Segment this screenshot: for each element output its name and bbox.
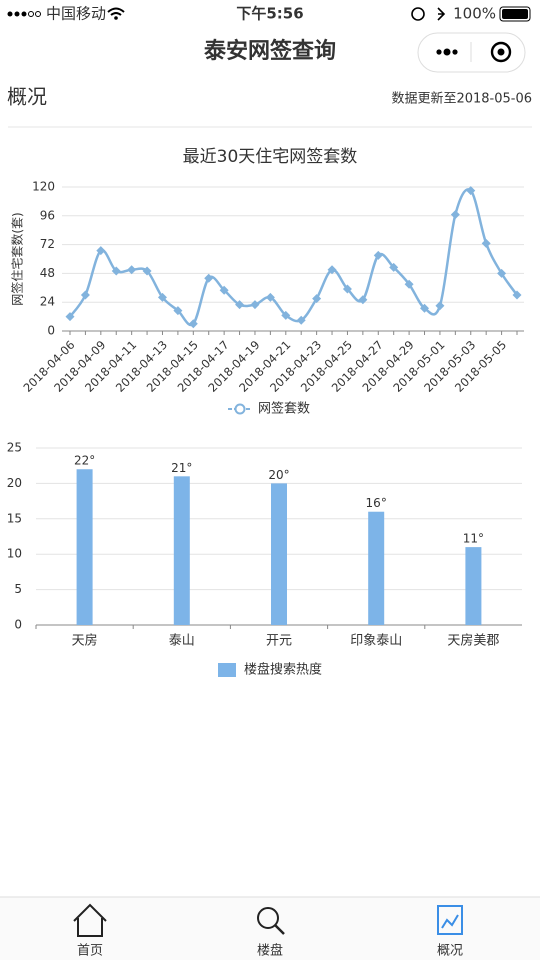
data-point [265, 292, 275, 302]
wifi-icon [107, 7, 125, 16]
location-icon [437, 7, 446, 21]
battery-text: 100% [453, 5, 496, 23]
tab-home[interactable]: 首页 [73, 903, 107, 959]
x-tick-label: 天房 [72, 633, 98, 649]
y-tick-label: 120 [32, 180, 55, 194]
close-ring[interactable] [490, 41, 512, 63]
tab-label[interactable]: 楼盘 [257, 943, 283, 959]
home-icon[interactable] [73, 903, 107, 937]
overview-icon[interactable] [437, 905, 463, 935]
x-tick-label: 开元 [266, 634, 292, 649]
y-tick-label: 25 [7, 441, 22, 455]
legend-label: 楼盘搜索热度 [244, 662, 322, 678]
section-title: 概况 [7, 85, 47, 109]
data-point [512, 290, 522, 300]
y-tick-label: 10 [7, 547, 22, 561]
data-point [188, 319, 198, 329]
data-point [450, 210, 460, 220]
data-point [127, 265, 137, 275]
overview-icon-line[interactable] [441, 914, 459, 929]
search-handle[interactable] [274, 924, 285, 935]
battery-level [502, 9, 528, 19]
wifi-dot [114, 16, 118, 20]
y-tick-label: 5 [14, 582, 22, 596]
y-tick-label: 20 [7, 476, 22, 490]
value-label: 16° [366, 496, 387, 510]
signal-icon [7, 11, 41, 17]
battery-frame [499, 6, 531, 22]
status-bar: 中国移动 下午5:56 100% [7, 5, 531, 23]
update-note: 数据更新至2018-05-06 [391, 91, 532, 107]
search-icon[interactable] [257, 907, 279, 929]
y-tick-label: 72 [40, 237, 55, 251]
bar [173, 476, 190, 625]
lock-icon [411, 7, 425, 21]
bar [465, 547, 482, 625]
y-tick-label: 48 [40, 266, 55, 280]
data-point [497, 268, 507, 278]
value-label: 22° [74, 454, 95, 468]
y-tick-label: 15 [7, 511, 22, 525]
data-point [235, 300, 245, 310]
close-dot[interactable] [497, 48, 505, 56]
value-label: 21° [171, 461, 192, 475]
carrier: 中国移动 [46, 5, 106, 23]
data-point [435, 301, 445, 311]
value-label: 11° [463, 532, 484, 546]
y-axis-label: 网签住宅套数(套) [10, 212, 25, 305]
bar [271, 483, 287, 625]
data-point [466, 186, 476, 196]
header-title: 泰安网签查询 [203, 38, 336, 64]
data-point [420, 303, 430, 313]
clock: 下午5:56 [236, 5, 303, 23]
data-point [281, 310, 291, 320]
y-tick-label: 0 [14, 618, 22, 632]
data-point [80, 290, 90, 300]
tab-bar: 首页 楼盘 概况 [0, 896, 540, 960]
data-point [312, 294, 322, 304]
x-tick-label: 泰山 [169, 634, 195, 649]
data-point [173, 306, 183, 316]
charts: 最近30天住宅网签套数网签住宅套数(套)0244872961202018-04-… [7, 147, 524, 678]
menu-dot[interactable] [436, 49, 442, 55]
legend-swatch-marker [234, 403, 246, 415]
data-point [296, 315, 306, 325]
data-point [404, 279, 414, 289]
x-tick-label: 印象泰山 [350, 634, 402, 649]
data-point [250, 300, 260, 310]
data-point [65, 312, 75, 322]
data-point [96, 246, 106, 256]
x-tick-label: 天房美郡 [447, 633, 499, 649]
data-point [389, 262, 399, 272]
chart-title: 最近30天住宅网签套数 [183, 147, 358, 167]
value-label: 20° [268, 468, 289, 482]
legend-label: 网签套数 [258, 401, 310, 417]
tab-label[interactable]: 首页 [77, 944, 103, 959]
capsule[interactable] [417, 32, 526, 73]
data-point [342, 284, 352, 294]
bar [368, 511, 385, 625]
data-point [142, 266, 152, 276]
tab-overview[interactable]: 概况 [437, 905, 463, 959]
tab-buildings[interactable]: 楼盘 [257, 907, 285, 959]
menu-dot[interactable] [452, 49, 458, 55]
data-point [327, 265, 337, 275]
bar [76, 469, 93, 625]
data-point [157, 292, 167, 302]
data-point [219, 285, 229, 295]
data-point [481, 238, 491, 248]
data-point [204, 273, 214, 283]
series-line [68, 188, 519, 327]
y-tick-label: 0 [47, 324, 55, 338]
data-point [111, 266, 121, 276]
menu-dot[interactable] [443, 48, 451, 56]
tab-label[interactable]: 概况 [437, 944, 463, 959]
y-tick-label: 96 [40, 208, 55, 222]
legend-swatch [218, 663, 236, 677]
y-tick-label: 24 [40, 295, 55, 309]
data-point [373, 250, 383, 260]
data-point [358, 295, 368, 305]
